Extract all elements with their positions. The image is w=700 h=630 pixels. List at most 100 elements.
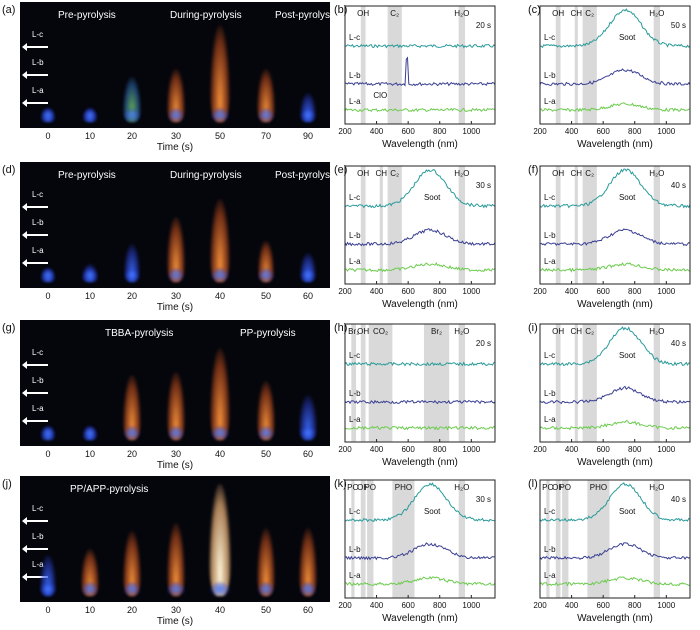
flame-base bbox=[40, 582, 56, 596]
band-label: Br₂ bbox=[431, 327, 442, 336]
x-tick-label: 800 bbox=[628, 287, 642, 296]
time-tick-label: 50 bbox=[260, 605, 272, 615]
band-label: H₂O bbox=[649, 9, 664, 18]
time-tick-label: 30 bbox=[170, 605, 182, 615]
spectrum-panel: OH CH C₂ H₂O 30 s L-c L-b L-a Soot 200 400 600 800 10… bbox=[338, 165, 496, 296]
band-label: H₂O bbox=[649, 169, 664, 178]
time-axis-title: Time (s) bbox=[156, 302, 194, 313]
curve-level-label: L-c bbox=[349, 193, 360, 202]
flame bbox=[166, 522, 186, 596]
time-tick-label: 50 bbox=[214, 131, 226, 141]
band-label: OH bbox=[357, 483, 369, 492]
x-tick-label: 400 bbox=[370, 127, 384, 136]
x-tick-label: 1000 bbox=[462, 445, 480, 454]
axes-frame bbox=[539, 165, 691, 285]
band-label: H₂O bbox=[649, 327, 664, 336]
band-label: OH bbox=[552, 169, 564, 178]
x-tick-label: 200 bbox=[338, 287, 352, 296]
flame-base bbox=[41, 426, 55, 440]
spectral-band bbox=[653, 6, 660, 124]
spectrum-annotation: Soot bbox=[619, 33, 636, 42]
x-tick-label: 800 bbox=[628, 445, 642, 454]
spectrum-panel: OH CH C₂ H₂O 40 s L-c L-b L-a Soot 200 400 600 800 10… bbox=[533, 165, 691, 296]
spectral-band bbox=[423, 324, 450, 442]
spectrum-panel: OH C₂ H₂O 20 s L-c L-b L-a ClO 200 400 600 800 1000 bbox=[338, 5, 496, 136]
spectrum-time: 30 s bbox=[476, 495, 491, 504]
x-tick-label: 1000 bbox=[462, 287, 480, 296]
spectrum-curve bbox=[344, 399, 496, 405]
time-tick-label: 90 bbox=[302, 131, 314, 141]
time-tick-label: 10 bbox=[84, 131, 96, 141]
curve-level-label: L-a bbox=[544, 97, 556, 106]
spectral-band bbox=[555, 480, 561, 598]
spectrum-curve bbox=[539, 420, 691, 431]
band-label: H₂O bbox=[454, 483, 469, 492]
curve-level-label: L-b bbox=[544, 545, 556, 554]
spectrum-panel: PO OH PO PHO H₂O 30 s L-c L-b L-a Soot 200 400 600 80… bbox=[338, 479, 496, 610]
curve-level-label: L-c bbox=[349, 33, 360, 42]
flame-base bbox=[83, 108, 97, 122]
curve-level-label: L-b bbox=[349, 389, 361, 398]
spectral-band bbox=[387, 166, 402, 284]
spectrum-annotation: Soot bbox=[619, 193, 636, 202]
curve-level-label: L-a bbox=[349, 571, 361, 580]
flame-photo: Pre-pyrolysis During-pyrolysis Post-pyroly… bbox=[20, 2, 330, 128]
spectrum-panel: PO OH PO PHO H₂O 40 s L-c L-b L-a Soot 200 400 600 80… bbox=[533, 479, 691, 610]
curve-level-label: L-a bbox=[349, 97, 361, 106]
level-arrow bbox=[22, 517, 48, 525]
wavelength-axis-title: Wavelength (nm) bbox=[382, 613, 458, 624]
band-label: H₂O bbox=[454, 9, 469, 18]
x-tick-label: 1000 bbox=[657, 445, 675, 454]
flame-base bbox=[210, 582, 230, 596]
phase-label: TBBA-pyrolysis bbox=[105, 328, 174, 339]
time-tick-label: 60 bbox=[302, 605, 314, 615]
spectrum-time: 20 s bbox=[476, 21, 491, 30]
flame-base bbox=[41, 268, 55, 282]
spectrum-curve bbox=[539, 482, 691, 522]
x-tick-label: 1000 bbox=[462, 601, 480, 610]
flame-base bbox=[123, 426, 141, 440]
band-label: OH bbox=[357, 9, 369, 18]
x-tick-label: 600 bbox=[401, 601, 415, 610]
x-tick-label: 600 bbox=[596, 127, 610, 136]
axes-frame bbox=[539, 479, 691, 599]
level-arrow bbox=[22, 573, 48, 581]
wavelength-axis-title: Wavelength (nm) bbox=[382, 139, 458, 150]
spectrum-curve bbox=[344, 361, 496, 367]
spectrum-curve bbox=[539, 326, 691, 367]
band-label: CH bbox=[571, 9, 583, 18]
time-tick-label: 50 bbox=[260, 449, 272, 459]
spectrum-svg: OH CH C₂ H₂O 50 s L-c L-b L-a Soot 200 400 600 800 10… bbox=[533, 5, 691, 136]
flame bbox=[298, 527, 318, 596]
band-label: PHO bbox=[395, 483, 412, 492]
curve-level-label: L-c bbox=[544, 193, 555, 202]
time-tick-label: 10 bbox=[84, 605, 96, 615]
spectral-band bbox=[351, 480, 355, 598]
wavelength-axis-title: Wavelength (nm) bbox=[577, 139, 653, 150]
spectral-band bbox=[555, 324, 561, 442]
spectrum-curve bbox=[344, 261, 496, 273]
panel-label: (i) bbox=[528, 322, 538, 334]
band-label: C₂ bbox=[390, 169, 399, 178]
time-axis-title: Time (s) bbox=[156, 460, 194, 471]
curve-level-label: L-a bbox=[349, 257, 361, 266]
flame-base bbox=[83, 426, 97, 440]
time-tick-label: 20 bbox=[126, 291, 138, 301]
flame-photo: Pre-pyrolysis During-pyrolysis Post-pyroly… bbox=[20, 162, 330, 288]
band-label: H₂O bbox=[454, 327, 469, 336]
level-arrow bbox=[22, 71, 48, 79]
band-label: OH bbox=[357, 327, 369, 336]
x-tick-label: 200 bbox=[338, 445, 352, 454]
flame bbox=[209, 347, 231, 440]
spectral-band bbox=[351, 324, 357, 442]
level-label: L-c bbox=[32, 190, 44, 199]
level-label: L-b bbox=[32, 376, 44, 385]
spectral-band bbox=[546, 480, 550, 598]
curve-level-label: L-a bbox=[544, 257, 556, 266]
band-label: CH bbox=[376, 169, 388, 178]
level-arrow bbox=[22, 417, 48, 425]
axes-frame bbox=[344, 165, 496, 285]
flame-base bbox=[300, 268, 316, 282]
spectrum-time: 40 s bbox=[671, 339, 686, 348]
spectral-band bbox=[653, 166, 660, 284]
